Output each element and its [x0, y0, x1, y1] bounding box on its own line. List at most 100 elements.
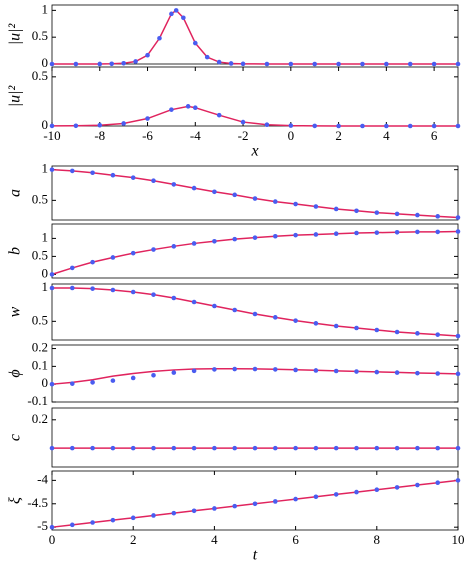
data-point [49, 285, 55, 291]
y-tick-label: -0.1 [27, 393, 48, 408]
data-point [151, 513, 156, 518]
y-tick-label: 0 [42, 117, 49, 132]
data-point [252, 196, 258, 201]
data-point [232, 236, 237, 242]
data-point [394, 370, 400, 375]
data-point [394, 229, 400, 235]
data-point [212, 303, 217, 309]
data-point [435, 332, 441, 337]
data-point [374, 369, 380, 375]
data-point [130, 175, 136, 180]
data-point [90, 170, 95, 176]
data-point [70, 445, 75, 451]
data-point [313, 321, 319, 326]
data-point [354, 489, 359, 495]
y-tick-label: -5 [37, 518, 48, 533]
data-point [384, 61, 389, 67]
data-point [212, 506, 217, 511]
data-point [293, 496, 298, 502]
data-point [394, 329, 400, 335]
axes-frame [51, 66, 459, 127]
x-tick-label: -2 [238, 128, 249, 143]
axes-frame [51, 223, 459, 279]
data-point [407, 61, 413, 67]
data-point [212, 238, 217, 244]
data-point [333, 492, 339, 497]
data-point [191, 445, 197, 451]
y-tick-label: 1 [42, 279, 49, 294]
data-point [360, 123, 365, 129]
x-tick-label: 8 [374, 532, 381, 547]
data-point [110, 445, 116, 451]
data-point [415, 370, 420, 376]
data-point [455, 229, 461, 234]
data-point [90, 520, 95, 525]
data-point [145, 52, 150, 58]
data-point [288, 123, 294, 128]
data-point [240, 61, 246, 67]
data-point [90, 259, 95, 265]
data-point [70, 381, 75, 386]
data-point [264, 61, 270, 67]
data-point [49, 272, 55, 277]
data-point [151, 372, 156, 378]
data-point [90, 380, 95, 385]
data-point [151, 445, 156, 451]
data-point [232, 366, 237, 372]
data-point [354, 230, 359, 236]
y-tick-label: 1 [42, 229, 49, 244]
x-tick-label: 6 [431, 128, 438, 143]
y-tick-label: 0 [42, 265, 49, 280]
axes-frame [51, 283, 459, 341]
data-point [49, 123, 55, 129]
y-tick-label: 0.5 [32, 312, 48, 327]
data-point [204, 54, 210, 60]
x-tick-label: 0 [49, 532, 56, 547]
data-point [360, 61, 365, 67]
data-point [374, 230, 380, 235]
data-point [191, 241, 197, 246]
data-point [313, 232, 319, 237]
data-point [264, 122, 270, 128]
data-point [354, 369, 359, 374]
data-point [333, 368, 339, 374]
data-point [415, 331, 420, 336]
data-point [192, 40, 198, 46]
x-axis-label: x [250, 143, 258, 160]
data-point [145, 116, 150, 121]
data-point [252, 501, 258, 507]
y-tick-label: 0.1 [32, 357, 48, 372]
data-line [51, 105, 458, 127]
data-point [109, 61, 115, 67]
data-point [110, 255, 116, 260]
data-point [70, 265, 75, 271]
data-point [435, 445, 441, 451]
data-point [336, 61, 341, 67]
y-tick-label: 0.5 [32, 68, 48, 83]
data-point [232, 445, 237, 451]
data-point [312, 61, 318, 67]
y-tick-label: 0.2 [32, 340, 48, 355]
data-point [130, 445, 136, 451]
x-tick-label: 2 [335, 128, 342, 143]
data-point [415, 229, 420, 235]
data-point [455, 478, 461, 483]
x-tick-label: 4 [383, 128, 390, 143]
y-tick-label: 0.5 [32, 191, 48, 206]
data-point [97, 122, 103, 128]
data-point [252, 235, 258, 240]
data-point [121, 61, 126, 66]
y-axis-label: |u|² [7, 23, 24, 46]
data-point [49, 167, 55, 172]
data-point [312, 123, 318, 129]
y-axis-label: a [7, 189, 24, 197]
axes-frame [51, 165, 459, 221]
x-tick-label: 2 [130, 532, 137, 547]
data-point [216, 59, 222, 65]
data-point [130, 250, 136, 256]
y-axis-label: c [7, 434, 24, 441]
data-point [435, 371, 441, 376]
data-point [293, 201, 298, 207]
data-point [232, 192, 237, 198]
